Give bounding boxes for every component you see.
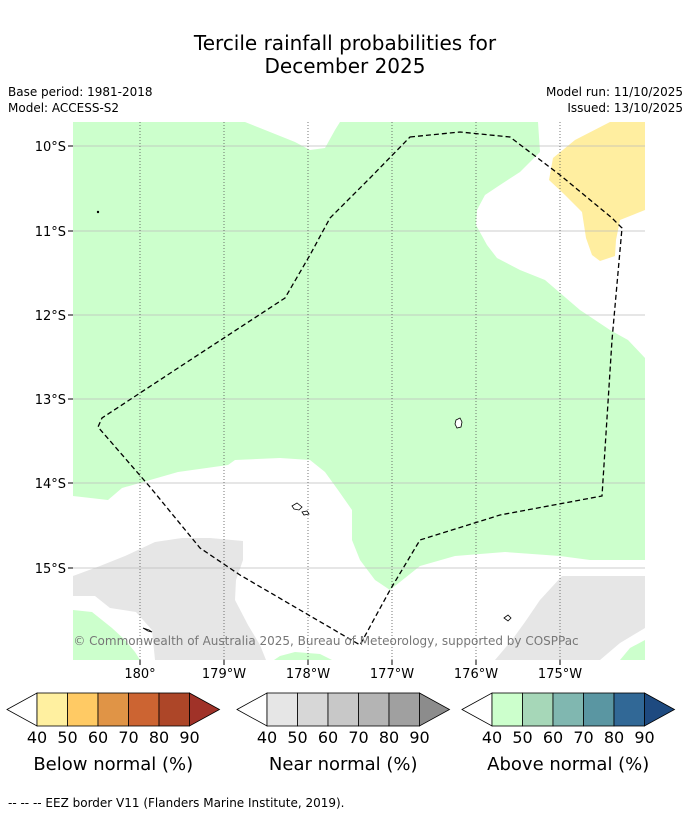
near-normal-region-east bbox=[495, 576, 645, 660]
longitude-ticks bbox=[139, 660, 561, 665]
colorbar-tick-label: 40 bbox=[257, 728, 277, 747]
colorbar-tick-label: 50 bbox=[287, 728, 307, 747]
colorbar-cell bbox=[327, 692, 359, 727]
colorbar-cell bbox=[97, 692, 129, 727]
lon-label: 179°W bbox=[202, 667, 246, 682]
colorbar-tick-label: 90 bbox=[179, 728, 199, 747]
lon-label: 178°W bbox=[286, 667, 330, 682]
colorbar-cell bbox=[358, 692, 390, 727]
colorbar-title: Above normal (%) bbox=[487, 754, 649, 775]
colorbar-cell bbox=[388, 692, 420, 727]
colorbar-cell bbox=[67, 692, 99, 727]
lat-label: 14°S bbox=[35, 477, 66, 492]
lon-label: 177°W bbox=[370, 667, 414, 682]
lat-label: 13°S bbox=[35, 393, 66, 408]
colorbar-extend-high bbox=[644, 692, 676, 727]
model-run-text: Model run: 11/10/2025 bbox=[545, 85, 683, 99]
colorbar-tick-label: 90 bbox=[634, 728, 654, 747]
colorbar-cell bbox=[522, 692, 554, 727]
colorbar-tick-label: 70 bbox=[573, 728, 593, 747]
eez-border bbox=[97, 131, 623, 646]
colorbar: 40 50 60 70 80 90 Near normal (%) bbox=[236, 692, 451, 775]
colorbar-cell bbox=[266, 692, 298, 727]
colorbar-cell bbox=[128, 692, 160, 727]
above-normal-region-southeast bbox=[620, 640, 645, 660]
colorbar-cell bbox=[491, 692, 523, 727]
lon-label: 180° bbox=[124, 667, 155, 682]
islands bbox=[96, 210, 512, 633]
copyright-text: © Commonwealth of Australia 2025, Bureau… bbox=[73, 634, 578, 648]
base-period-text: Base period: 1981-2018 bbox=[8, 85, 153, 99]
island-small-south bbox=[503, 614, 512, 622]
longitude-labels: 180° 179°W 178°W 177°W 176°W 175°W bbox=[124, 667, 582, 682]
eez-footnote: -- -- -- EEZ border V11 (Flanders Marine… bbox=[8, 796, 345, 810]
colorbar: 40 50 60 70 80 90 Above normal (%) bbox=[461, 692, 676, 775]
colorbars: 40 50 60 70 80 90 Below normal (%) 40 50 60 70 80 90… bbox=[6, 692, 676, 775]
lat-label: 11°S bbox=[35, 225, 66, 240]
colorbar-extend-high bbox=[189, 692, 221, 727]
latitude-gridlines bbox=[73, 145, 645, 569]
colorbar-tick-label: 40 bbox=[482, 728, 502, 747]
near-normal-region-west bbox=[73, 538, 266, 660]
colorbar: 40 50 60 70 80 90 Below normal (%) bbox=[6, 692, 221, 775]
colorbar-extend-high bbox=[419, 692, 451, 727]
colorbar-tick-label: 40 bbox=[27, 728, 47, 747]
map-title-line1: Tercile rainfall probabilities for bbox=[193, 31, 497, 55]
latitude-ticks bbox=[68, 145, 73, 569]
lat-label: 10°S bbox=[35, 140, 66, 155]
lat-label: 15°S bbox=[35, 562, 66, 577]
colorbar-tick-label: 80 bbox=[379, 728, 399, 747]
colorbar-tick-label: 60 bbox=[543, 728, 563, 747]
island-wallis bbox=[454, 417, 463, 429]
colorbar-tick-label: 60 bbox=[318, 728, 338, 747]
model-text: Model: ACCESS-S2 bbox=[8, 101, 120, 115]
below-normal-region bbox=[549, 122, 645, 261]
colorbar-cell bbox=[552, 692, 584, 727]
island-futuna bbox=[291, 502, 303, 511]
colorbar-cell bbox=[583, 692, 615, 727]
map-area bbox=[73, 122, 645, 660]
lon-label: 175°W bbox=[538, 667, 582, 682]
colorbar-cell bbox=[297, 692, 329, 727]
issued-text: Issued: 13/10/2025 bbox=[567, 101, 683, 115]
map-title-line2: December 2025 bbox=[264, 54, 426, 78]
lat-label: 12°S bbox=[35, 309, 66, 324]
island-alofi bbox=[301, 510, 310, 516]
lon-label: 176°W bbox=[454, 667, 498, 682]
colorbar-tick-label: 80 bbox=[604, 728, 624, 747]
island-small-west bbox=[142, 627, 153, 633]
colorbar-extend-low bbox=[236, 692, 268, 727]
colorbar-tick-label: 50 bbox=[57, 728, 77, 747]
colorbar-tick-label: 90 bbox=[409, 728, 429, 747]
map-figure: 10°S 11°S 12°S 13°S 14°S 15°S 180° 179°W… bbox=[6, 122, 676, 775]
colorbar-cell bbox=[36, 692, 68, 727]
colorbar-extend-low bbox=[461, 692, 493, 727]
colorbar-tick-label: 50 bbox=[512, 728, 532, 747]
colorbar-tick-label: 80 bbox=[149, 728, 169, 747]
colorbar-title: Near normal (%) bbox=[269, 754, 418, 775]
colorbar-title: Below normal (%) bbox=[33, 754, 193, 775]
colorbar-tick-label: 60 bbox=[88, 728, 108, 747]
above-normal-region-south bbox=[274, 652, 332, 660]
colorbar-tick-label: 70 bbox=[348, 728, 368, 747]
colorbar-tick-label: 70 bbox=[118, 728, 138, 747]
colorbar-cell bbox=[613, 692, 645, 727]
colorbar-cell bbox=[158, 692, 190, 727]
island-dot-north bbox=[96, 210, 100, 214]
latitude-labels: 10°S 11°S 12°S 13°S 14°S 15°S bbox=[35, 140, 66, 577]
above-normal-region bbox=[73, 122, 645, 590]
above-normal-region-southwest bbox=[73, 610, 140, 660]
colorbar-extend-low bbox=[6, 692, 38, 727]
